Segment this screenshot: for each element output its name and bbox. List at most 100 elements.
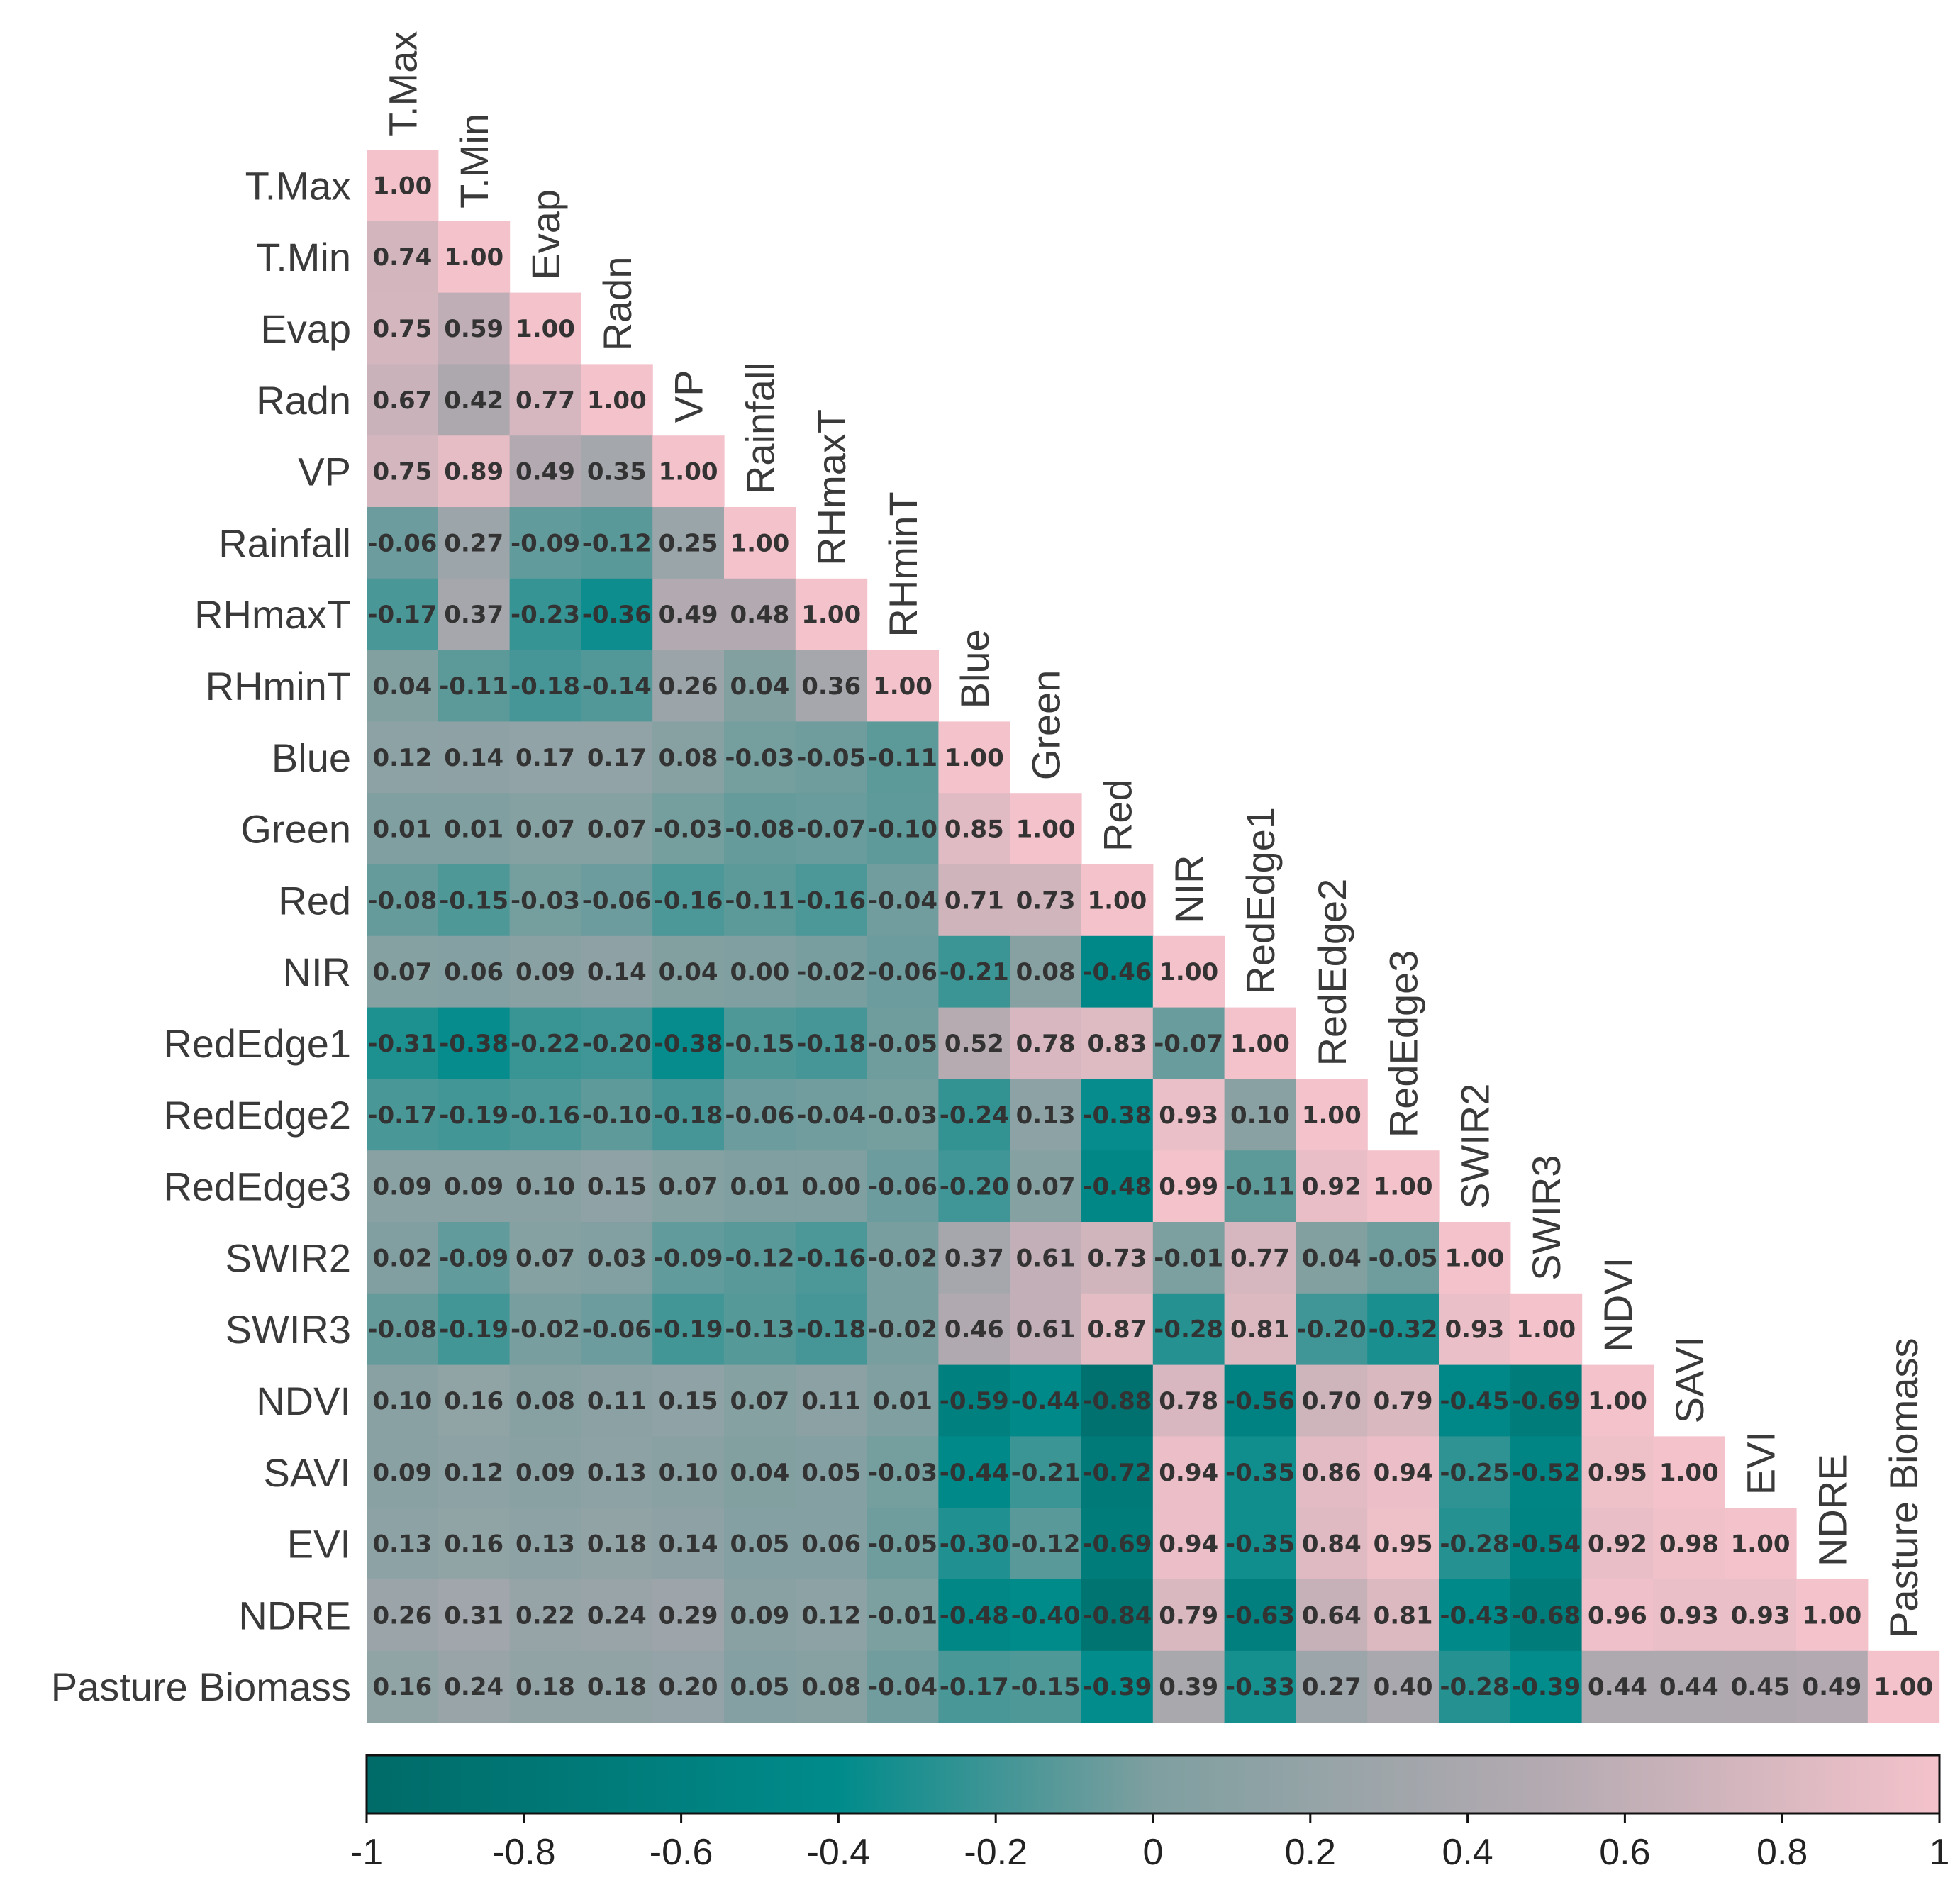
cell-value-rededge3-rhmint: -0.06 [868,1173,937,1201]
cell-nir-evap [509,935,581,1008]
cell-value-swir2-rainfall: -0.12 [725,1244,794,1272]
row-label-evap: Evap [260,306,351,351]
cell-value-rededge2-red: -0.38 [1082,1101,1152,1130]
cell-value-swir2-t-min: -0.09 [439,1244,508,1272]
cell-value-green-blue: 0.85 [945,816,1004,844]
col-label-ndre: NDRE [1810,1454,1854,1567]
cell-value-ndvi-rededge3: 0.79 [1374,1387,1433,1416]
cell-rhmint-vp [652,650,725,722]
cell-value-blue-rhmaxt: -0.05 [796,744,866,772]
cell-value-rainfall-radn: -0.12 [582,529,652,557]
cell-value-pasture-biomass-swir3: -0.39 [1511,1673,1581,1701]
cell-value-rededge1-t-max: -0.31 [367,1030,437,1058]
cell-value-savi-rededge2: 0.86 [1302,1459,1362,1487]
cell-value-rainfall-evap: -0.09 [511,529,580,557]
cell-red-evap [509,864,581,937]
cell-value-evi-rededge1: -0.35 [1225,1530,1295,1559]
cell-value-swir3-radn: -0.06 [582,1316,652,1344]
colorbar-ticks: -1 -0.8 -0.6 -0.4 -0.2 0 0.2 0.4 0.6 0.8 1 [350,1813,1949,1873]
cell-value-ndre-green: -0.40 [1011,1601,1081,1630]
cell-value-rededge2-rhmint: -0.03 [868,1101,937,1130]
cell-evi-evi [1725,1508,1797,1580]
cell-value-evi-radn: 0.18 [587,1530,647,1559]
cell-swir2-rhmaxt [795,1222,868,1294]
cell-ndre-evap [509,1579,581,1652]
cell-value-evi-rainfall: 0.05 [730,1530,789,1559]
cell-value-evi-blue: -0.30 [940,1530,1009,1559]
cell-value-swir3-red: 0.87 [1087,1316,1147,1344]
cell-rededge3-rhmint [867,1150,939,1223]
cell-ndvi-t-min [438,1364,511,1437]
cell-value-radn-evap: 0.77 [516,386,575,415]
cell-value-t-max-t-max: 1.00 [372,172,432,200]
cell-t-min-t-min [438,221,511,294]
cell-rededge3-rhmaxt [795,1150,868,1223]
cell-nir-red [1081,935,1154,1008]
cell-ndre-ndre [1796,1579,1869,1652]
cell-value-t-min-t-max: 0.74 [372,243,432,272]
cell-value-ndre-rhmint: -0.01 [868,1601,937,1630]
cell-value-savi-rhmaxt: 0.05 [801,1459,861,1487]
cell-rededge3-rededge2 [1296,1150,1368,1223]
cell-red-t-max [367,864,439,937]
cell-value-rhmaxt-radn: -0.36 [582,601,652,629]
cell-rededge2-rededge1 [1224,1079,1296,1151]
cell-rhmint-radn [581,650,653,722]
cell-value-swir2-rhmint: -0.02 [868,1244,937,1272]
cell-value-evi-evap: 0.13 [516,1530,575,1559]
colorbar-tick-label: 0.4 [1442,1832,1493,1873]
cell-green-evap [509,793,581,865]
cell-value-ndvi-vp: 0.15 [659,1387,718,1416]
cell-value-savi-blue: -0.44 [940,1459,1009,1487]
cell-pasture-biomass-rainfall [724,1650,796,1723]
cell-value-rededge1-rainfall: -0.15 [725,1030,794,1058]
cell-evi-blue [938,1508,1010,1580]
cell-value-pasture-biomass-rededge1: -0.33 [1225,1673,1295,1701]
cell-value-pasture-biomass-rainfall: 0.05 [730,1673,789,1701]
cell-radn-evap [509,364,581,436]
cell-red-red [1081,864,1154,937]
cell-pasture-biomass-ndre [1796,1650,1869,1723]
cell-value-savi-rhmint: -0.03 [868,1459,937,1487]
cell-swir2-evap [509,1222,581,1294]
cell-value-pasture-biomass-vp: 0.20 [659,1673,718,1701]
cell-value-green-evap: 0.07 [516,816,575,844]
cell-nir-rhmaxt [795,935,868,1008]
cell-ndvi-radn [581,1364,653,1437]
cell-value-nir-vp: 0.04 [659,958,718,986]
cell-value-rededge1-radn: -0.20 [582,1030,652,1058]
cell-value-rededge2-nir: 0.93 [1159,1101,1218,1130]
cell-value-nir-evap: 0.09 [516,958,575,986]
cell-value-rededge2-t-min: -0.19 [439,1101,508,1130]
row-label-vp: VP [298,450,351,494]
cell-ndvi-vp [652,1364,725,1437]
cell-green-green [1010,793,1082,865]
cell-ndvi-rededge1 [1224,1364,1296,1437]
col-label-nir: NIR [1166,855,1211,923]
cell-rhmaxt-radn [581,578,653,651]
cell-value-nir-rainfall: 0.00 [730,958,789,986]
cell-value-red-t-max: -0.08 [367,886,437,915]
row-label-nir: NIR [283,950,351,994]
cell-value-ndvi-swir2: -0.45 [1440,1387,1509,1416]
cell-value-rainfall-rainfall: 1.00 [730,529,789,557]
cell-rededge3-t-min [438,1150,511,1223]
col-label-rededge1: RedEdge1 [1238,807,1283,995]
cell-green-vp [652,793,725,865]
cell-ndre-radn [581,1579,653,1652]
cell-pasture-biomass-ndvi [1581,1650,1654,1723]
cell-blue-rainfall [724,721,796,794]
cell-value-ndre-rainfall: 0.09 [730,1601,789,1630]
cell-swir2-swir2 [1439,1222,1511,1294]
cell-value-rededge3-vp: 0.07 [659,1173,718,1201]
cell-pasture-biomass-green [1010,1650,1082,1723]
cell-pasture-biomass-vp [652,1650,725,1723]
cell-value-pasture-biomass-savi: 0.44 [1659,1673,1719,1701]
cell-value-evap-evap: 1.00 [516,315,575,343]
cell-value-ndvi-rededge1: -0.56 [1225,1387,1295,1416]
cell-value-swir2-rededge2: 0.04 [1302,1244,1362,1272]
row-labels-layer: T.Max T.Min Evap Radn VP Rainfall RHmaxT RHminT… [51,163,351,1709]
cell-rededge2-rainfall [724,1079,796,1151]
cell-ndvi-swir2 [1439,1364,1511,1437]
cell-rhmaxt-rainfall [724,578,796,651]
